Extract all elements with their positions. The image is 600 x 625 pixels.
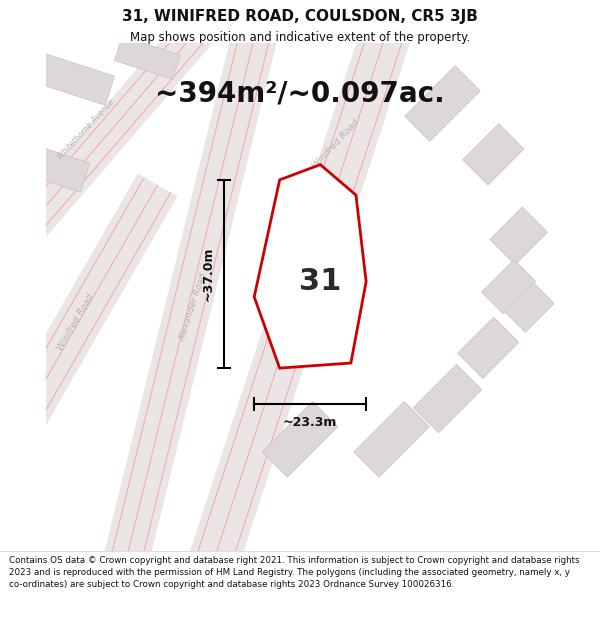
Polygon shape bbox=[115, 36, 181, 79]
Polygon shape bbox=[100, 12, 281, 582]
Text: ~23.3m: ~23.3m bbox=[283, 416, 337, 429]
Polygon shape bbox=[184, 9, 416, 584]
Text: Alexander Road: Alexander Road bbox=[178, 272, 209, 342]
Text: Winifred Road: Winifred Road bbox=[56, 292, 96, 352]
Text: 31: 31 bbox=[299, 267, 341, 296]
Polygon shape bbox=[28, 51, 115, 105]
Polygon shape bbox=[504, 282, 554, 332]
Polygon shape bbox=[254, 164, 366, 368]
Polygon shape bbox=[5, 4, 224, 249]
Text: 31, WINIFRED ROAD, COULSDON, CR5 3JB: 31, WINIFRED ROAD, COULSDON, CR5 3JB bbox=[122, 9, 478, 24]
Polygon shape bbox=[463, 124, 524, 185]
Polygon shape bbox=[354, 401, 430, 477]
Text: ~37.0m: ~37.0m bbox=[202, 247, 215, 301]
Polygon shape bbox=[482, 260, 536, 314]
Polygon shape bbox=[32, 148, 90, 192]
Text: ~394m²/~0.097ac.: ~394m²/~0.097ac. bbox=[155, 79, 445, 107]
Polygon shape bbox=[404, 66, 480, 141]
Polygon shape bbox=[413, 364, 482, 432]
Polygon shape bbox=[262, 401, 338, 477]
Polygon shape bbox=[458, 317, 519, 378]
Text: Whitethorne Avenue: Whitethorne Avenue bbox=[56, 97, 116, 161]
Text: Winifred Road: Winifred Road bbox=[311, 118, 361, 171]
Polygon shape bbox=[490, 207, 548, 264]
Text: Map shows position and indicative extent of the property.: Map shows position and indicative extent… bbox=[130, 31, 470, 44]
Polygon shape bbox=[272, 234, 348, 309]
Text: Contains OS data © Crown copyright and database right 2021. This information is : Contains OS data © Crown copyright and d… bbox=[9, 556, 580, 589]
Polygon shape bbox=[1, 174, 178, 436]
